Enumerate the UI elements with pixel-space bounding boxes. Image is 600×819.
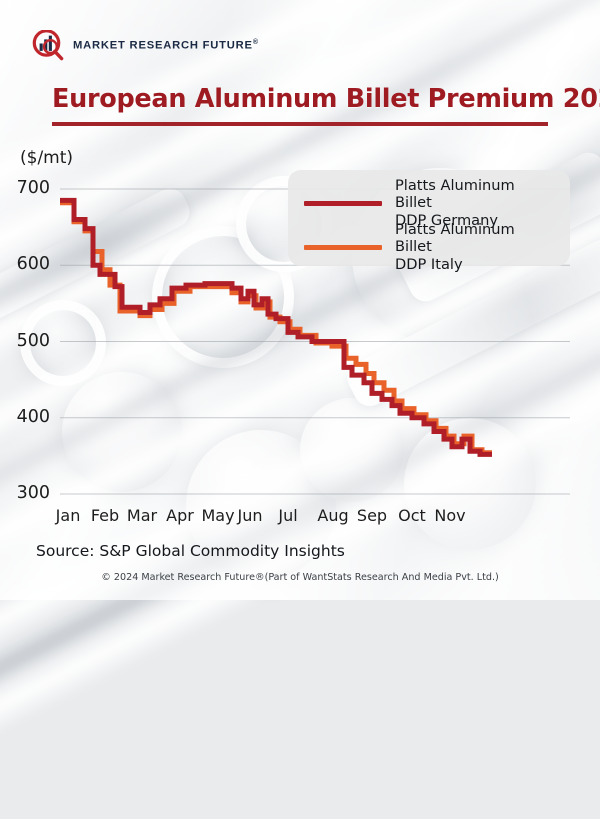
legend-swatch-italy bbox=[304, 244, 382, 250]
x-axis-tick: May bbox=[201, 506, 235, 525]
source-attribution: Source: S&P Global Commodity Insights bbox=[36, 542, 345, 560]
y-axis-tick: 400 bbox=[16, 406, 50, 427]
brand-name: MARKET RESEARCH FUTURE® bbox=[73, 39, 259, 52]
brand-logo: MARKET RESEARCH FUTURE® bbox=[32, 30, 259, 61]
registered-mark: ® bbox=[252, 39, 259, 47]
y-axis-unit-label: ($/mt) bbox=[20, 148, 74, 168]
legend-swatch-germany bbox=[304, 200, 382, 206]
x-axis-tick: Sep bbox=[356, 506, 388, 525]
y-axis-tick: 300 bbox=[16, 483, 50, 503]
x-axis-tick: Jun bbox=[237, 506, 263, 525]
series-line bbox=[60, 197, 492, 457]
legend-label-italy: Platts Aluminum Billet DDP Italy bbox=[395, 221, 515, 273]
x-axis-tick: Jan bbox=[55, 506, 81, 525]
magnifier-bar-chart-icon bbox=[32, 30, 64, 61]
x-axis-tick: Apr bbox=[166, 506, 194, 525]
x-axis-tick: Feb bbox=[90, 506, 120, 525]
legend-item-germany[interactable]: Platts Aluminum Billet DDP Germany bbox=[304, 177, 556, 229]
y-axis-tick: 500 bbox=[16, 330, 50, 351]
legend-item-italy[interactable]: Platts Aluminum Billet DDP Italy bbox=[304, 221, 556, 273]
y-axis-tick: 700 bbox=[16, 178, 50, 198]
chart-legend: Platts Aluminum Billet DDP Germany Platt… bbox=[288, 170, 570, 273]
line-chart bbox=[60, 188, 570, 495]
x-axis-tick: Oct bbox=[398, 506, 426, 525]
copyright-notice: © 2024 Market Research Future®(Part of W… bbox=[101, 572, 499, 583]
legend-label-germany: Platts Aluminum Billet DDP Germany bbox=[395, 177, 515, 229]
page-title: European Aluminum Billet Premium 2023 bbox=[52, 84, 600, 114]
x-axis-tick: Nov bbox=[434, 506, 466, 525]
x-axis-tick: Mar bbox=[126, 506, 158, 525]
x-axis-tick: Jul bbox=[278, 506, 298, 525]
title-underline bbox=[52, 122, 548, 126]
x-axis-tick: Aug bbox=[317, 506, 349, 525]
chart-series-group bbox=[60, 197, 492, 457]
y-axis-tick: 600 bbox=[16, 254, 50, 275]
